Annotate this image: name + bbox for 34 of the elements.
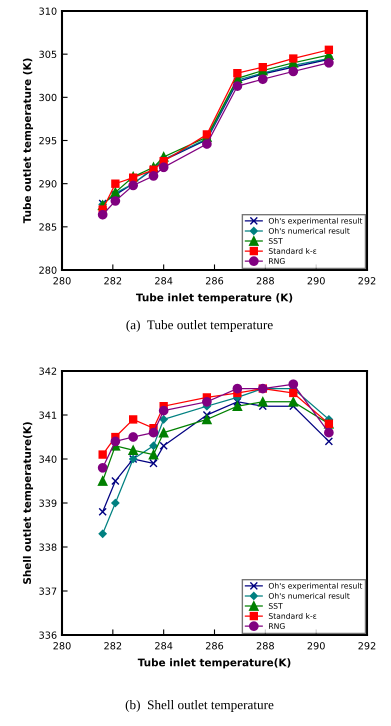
x-tick-label: 282 [104, 642, 122, 650]
y-tick-label: 340 [39, 455, 56, 463]
x-tick-label: 292 [358, 642, 376, 650]
x-tick-label: 290 [308, 277, 325, 284]
y-tick-label: 339 [39, 499, 56, 507]
x-tick-label: 282 [104, 277, 122, 284]
x-axis-title: Tube inlet temperature (K) [136, 293, 292, 304]
y-tick-label: 336 [39, 631, 57, 639]
y-tick-label: 305 [39, 50, 56, 58]
y-tick-label: 300 [39, 94, 56, 102]
x-tick-label: 292 [358, 277, 376, 284]
y-tick-label: 342 [39, 367, 56, 375]
y-tick-label: 337 [39, 587, 56, 595]
text: (a) Tube outlet temperature [126, 320, 273, 332]
x-tick-label: 290 [308, 642, 325, 650]
x-tick-label: 284 [155, 277, 172, 284]
y-tick-label: 290 [39, 180, 56, 188]
x-tick-label: 286 [206, 277, 224, 284]
y-tick-label: 280 [39, 266, 56, 274]
x-tick-label: 288 [256, 642, 274, 650]
y-axis-title: Shell outlet temperature(K) [22, 422, 34, 584]
x-tick-label: 288 [256, 277, 274, 284]
x-tick-label: 284 [155, 642, 172, 650]
x-tick-label: 280 [53, 642, 71, 650]
y-axis-title: Tube outlet temperature (K) [22, 58, 34, 224]
x-tick-label: 286 [206, 642, 224, 650]
x-tick-label: 280 [53, 277, 71, 284]
y-tick-label: 310 [39, 7, 56, 15]
x-axis-title: Tube inlet temperature(K) [138, 658, 290, 668]
text: (b) Shell outlet temperature [126, 700, 274, 712]
y-tick-label: 285 [39, 223, 56, 231]
y-tick-label: 295 [39, 136, 56, 144]
y-tick-label: 341 [39, 411, 56, 419]
y-tick-label: 338 [39, 543, 56, 551]
